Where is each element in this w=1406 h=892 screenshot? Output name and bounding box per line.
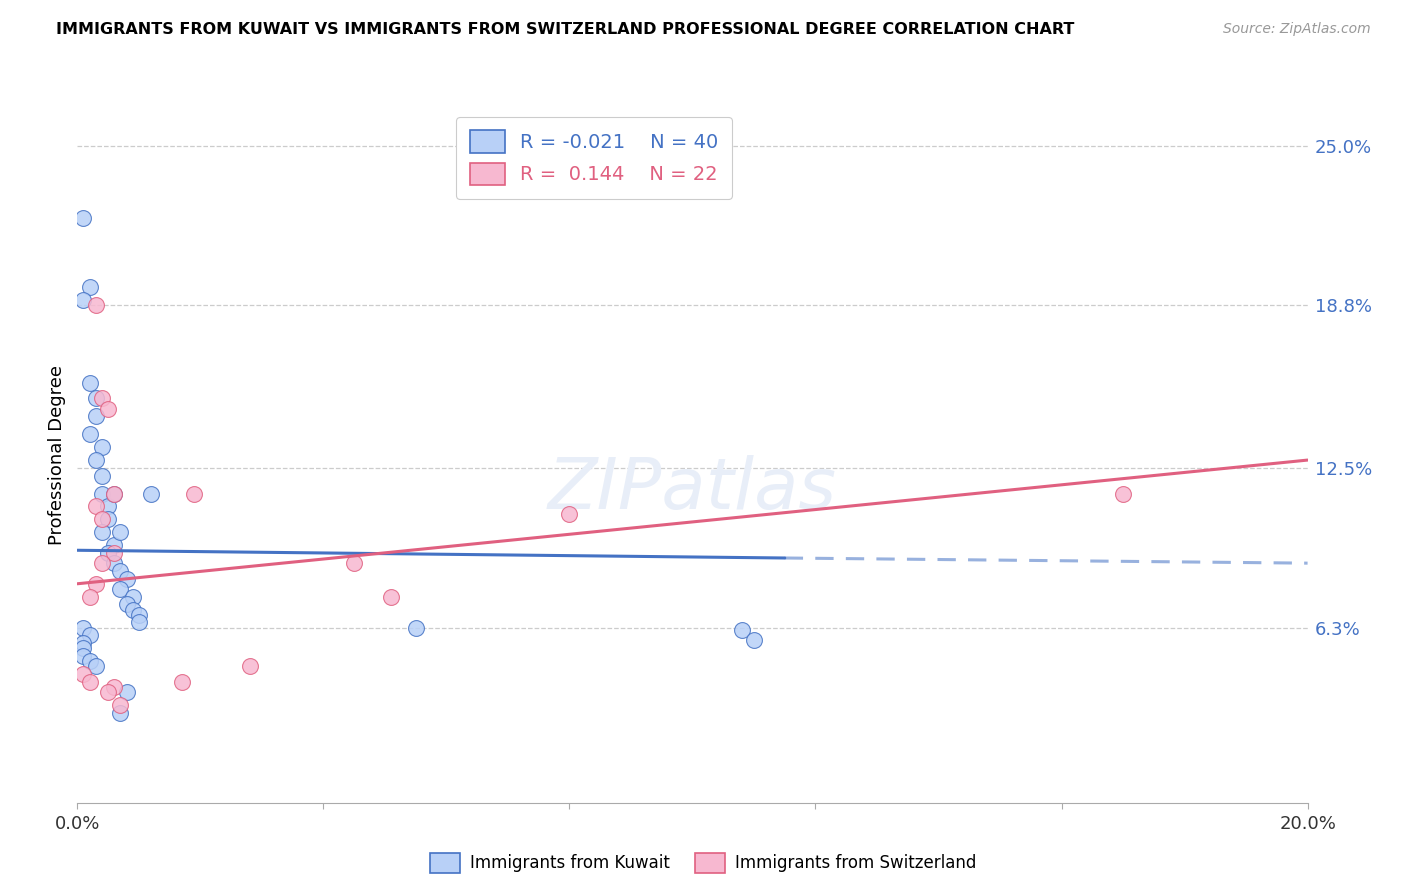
Point bbox=[79, 590, 101, 604]
Point bbox=[84, 576, 107, 591]
Point bbox=[103, 680, 125, 694]
Point bbox=[97, 546, 120, 560]
Point bbox=[103, 546, 125, 560]
Point bbox=[72, 211, 94, 225]
Point bbox=[110, 525, 132, 540]
Point bbox=[121, 590, 143, 604]
Point bbox=[72, 648, 94, 663]
Text: Source: ZipAtlas.com: Source: ZipAtlas.com bbox=[1223, 22, 1371, 37]
Point bbox=[90, 468, 114, 483]
Point bbox=[110, 698, 132, 712]
Point bbox=[79, 628, 101, 642]
Point bbox=[90, 556, 114, 570]
Point bbox=[79, 376, 101, 390]
Point bbox=[79, 654, 101, 668]
Point bbox=[84, 391, 107, 405]
Point bbox=[84, 453, 107, 467]
Point bbox=[239, 659, 262, 673]
Point bbox=[72, 641, 94, 656]
Legend: R = -0.021    N = 40, R =  0.144    N = 22: R = -0.021 N = 40, R = 0.144 N = 22 bbox=[456, 117, 733, 199]
Point bbox=[110, 564, 132, 578]
Point bbox=[84, 409, 107, 424]
Text: IMMIGRANTS FROM KUWAIT VS IMMIGRANTS FROM SWITZERLAND PROFESSIONAL DEGREE CORREL: IMMIGRANTS FROM KUWAIT VS IMMIGRANTS FRO… bbox=[56, 22, 1074, 37]
Point bbox=[343, 556, 366, 570]
Point bbox=[90, 440, 114, 454]
Point bbox=[103, 486, 125, 500]
Point bbox=[110, 706, 132, 720]
Point bbox=[110, 582, 132, 596]
Point bbox=[103, 538, 125, 552]
Point bbox=[115, 598, 138, 612]
Point bbox=[128, 607, 150, 622]
Point bbox=[79, 280, 101, 294]
Point bbox=[128, 615, 150, 630]
Point bbox=[103, 486, 125, 500]
Point bbox=[115, 572, 138, 586]
Point bbox=[84, 500, 107, 514]
Point bbox=[97, 512, 120, 526]
Legend: Immigrants from Kuwait, Immigrants from Switzerland: Immigrants from Kuwait, Immigrants from … bbox=[423, 847, 983, 880]
Point bbox=[72, 621, 94, 635]
Point bbox=[97, 685, 120, 699]
Point bbox=[183, 486, 205, 500]
Point bbox=[380, 590, 402, 604]
Point bbox=[84, 659, 107, 673]
Point bbox=[90, 512, 114, 526]
Point bbox=[141, 486, 163, 500]
Point bbox=[405, 621, 427, 635]
Point bbox=[84, 298, 107, 312]
Point bbox=[97, 500, 120, 514]
Point bbox=[115, 685, 138, 699]
Point bbox=[79, 427, 101, 442]
Point bbox=[72, 667, 94, 681]
Point bbox=[731, 623, 754, 637]
Point bbox=[90, 525, 114, 540]
Point bbox=[742, 633, 765, 648]
Point bbox=[121, 602, 143, 616]
Point bbox=[90, 486, 114, 500]
Point bbox=[558, 507, 581, 521]
Point bbox=[103, 556, 125, 570]
Point bbox=[79, 674, 101, 689]
Text: ZIPatlas: ZIPatlas bbox=[548, 455, 837, 524]
Point bbox=[1112, 486, 1135, 500]
Point bbox=[90, 391, 114, 405]
Point bbox=[72, 293, 94, 308]
Point bbox=[72, 636, 94, 650]
Point bbox=[97, 401, 120, 416]
Point bbox=[170, 674, 193, 689]
Y-axis label: Professional Degree: Professional Degree bbox=[48, 365, 66, 545]
